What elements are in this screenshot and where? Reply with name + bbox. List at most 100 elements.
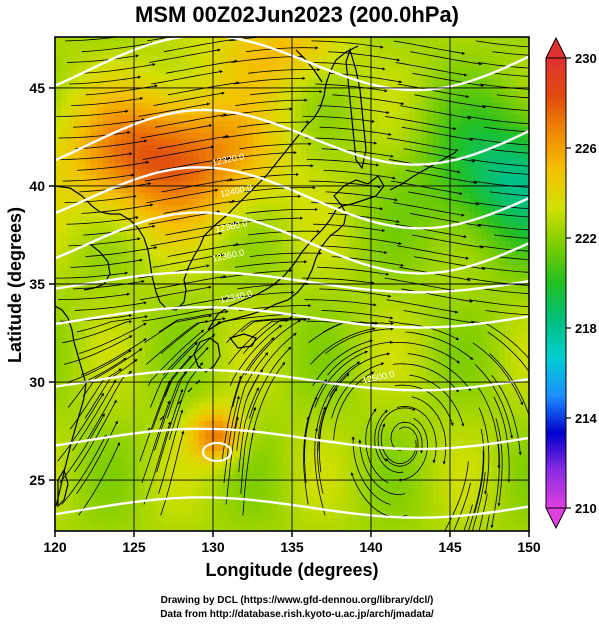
streamline: [495, 418, 503, 507]
streamline: [150, 231, 223, 247]
streamline: [397, 83, 470, 98]
y-axis-label: Latitude (degrees): [5, 207, 25, 363]
streamline: [329, 234, 402, 245]
streamline: [323, 169, 396, 180]
streamline: [57, 292, 131, 301]
streamline: [62, 320, 133, 344]
streamline: [493, 396, 511, 483]
streamline: [389, 159, 461, 174]
streamline: [394, 384, 454, 427]
colorbar-body: [545, 57, 567, 509]
streamline: [310, 327, 376, 365]
streamline: [374, 409, 404, 473]
streamline: [453, 482, 471, 531]
streamline: [397, 245, 469, 260]
streamline: [496, 94, 529, 99]
streamline: [69, 368, 122, 430]
x-tick-label: 150: [517, 539, 541, 555]
streamline: [395, 62, 468, 77]
streamline: [377, 407, 416, 462]
streamline: [240, 317, 312, 333]
streamline: [86, 370, 133, 441]
x-axis-label: Longitude (degrees): [205, 560, 378, 580]
streamline: [155, 113, 227, 128]
streamline: [472, 429, 485, 517]
streamline: [71, 96, 144, 106]
streamline: [157, 134, 229, 150]
colorbar: 210 214 218 222 226 230: [545, 36, 597, 530]
x-tick-label: 145: [438, 539, 462, 555]
streamline: [313, 62, 386, 71]
streamline: [234, 260, 308, 268]
streamline: [221, 375, 242, 462]
streamline: [72, 279, 145, 290]
x-tick-label: 135: [280, 539, 304, 555]
streamline: [147, 37, 172, 42]
streamline: [239, 142, 312, 150]
streamline: [228, 319, 289, 365]
streamline: [384, 116, 457, 131]
streamline: [401, 126, 474, 142]
streamline: [152, 355, 192, 430]
streamline: [242, 318, 307, 354]
lat-lon-grid: [55, 37, 529, 531]
streamline: [142, 145, 215, 160]
streamline: [312, 339, 374, 387]
streamline: [64, 37, 121, 42]
streamline: [246, 46, 319, 53]
streamline: [74, 399, 117, 473]
y-tick-label: 25: [29, 472, 45, 488]
streamline: [58, 130, 131, 139]
streamline: [488, 169, 529, 175]
streamline: [81, 203, 154, 214]
streamline: [159, 156, 232, 171]
streamline: [231, 54, 304, 63]
streamline: [72, 379, 117, 451]
credit-line-1: Drawing by DCL (https://www.gfd-dennou.o…: [161, 595, 434, 606]
streamline: [313, 223, 386, 233]
streamline: [485, 515, 490, 531]
streamline: [314, 427, 326, 516]
streamline: [234, 352, 269, 430]
streamline: [390, 421, 424, 454]
streamline: [468, 299, 529, 308]
credit-line-2: Data from http://database.rish.kyoto-u.a…: [160, 609, 434, 620]
colorbar-bottom-arrow: [545, 507, 567, 530]
streamline: [315, 83, 388, 93]
streamline: [304, 137, 378, 145]
streamline: [84, 359, 138, 419]
streamline: [477, 223, 529, 231]
streamline: [230, 324, 283, 387]
streamline: [138, 102, 211, 117]
streamline: [161, 178, 234, 193]
streamline: [146, 320, 209, 365]
x-tick-label: 140: [359, 539, 383, 555]
warm-spot-contour: [201, 441, 233, 463]
streamline: [325, 327, 394, 354]
streamline: [403, 148, 476, 163]
streamline: [61, 434, 107, 505]
streamline: [407, 191, 480, 206]
streamline: [250, 89, 323, 96]
streamline: [64, 194, 137, 203]
streamline: [463, 504, 473, 531]
streamline: [242, 427, 256, 516]
streamline: [329, 352, 391, 397]
streamline: [478, 407, 490, 495]
streamline: [140, 285, 212, 301]
streamline: [56, 109, 129, 117]
streamline: [64, 335, 133, 365]
colorbar-top-arrow: [545, 36, 567, 59]
streamline: [489, 353, 529, 417]
streamline: [163, 38, 236, 53]
streamline: [249, 251, 323, 257]
streamline: [73, 118, 146, 128]
streamline: [414, 256, 486, 271]
streamline: [483, 126, 529, 133]
streamline: [409, 213, 482, 228]
streamline: [471, 159, 529, 167]
streamline: [477, 62, 529, 69]
streamline: [478, 493, 488, 531]
streamline: [317, 266, 390, 276]
streamline: [380, 423, 417, 465]
